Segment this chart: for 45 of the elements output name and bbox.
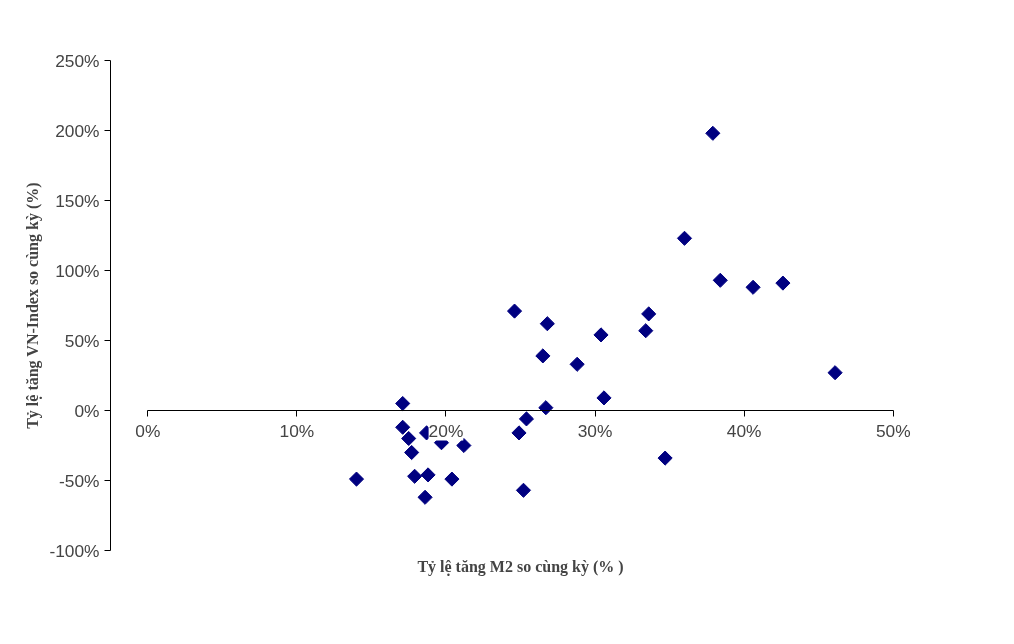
- y-tick-label: 0%: [74, 400, 100, 421]
- y-tick-label: 50%: [64, 330, 100, 351]
- point: [569, 356, 585, 372]
- point: [745, 279, 761, 295]
- point: [827, 365, 843, 381]
- point: [401, 430, 417, 447]
- point: [395, 419, 411, 435]
- point: [638, 323, 654, 339]
- point: [404, 444, 420, 461]
- point: [348, 471, 365, 487]
- point: [705, 125, 721, 141]
- y-tick-label: 250%: [55, 50, 100, 71]
- point: [407, 468, 423, 484]
- y-axis-title: Tỷ lệ tăng VN-Index so cùng kỳ (%): [24, 182, 43, 429]
- point: [511, 425, 527, 441]
- y-tick-label: 100%: [55, 260, 100, 281]
- point: [539, 316, 555, 332]
- point: [596, 390, 612, 406]
- point: [593, 327, 609, 343]
- x-axis-title: Tỷ lệ tăng M2 so cùng kỳ (% ): [417, 557, 624, 576]
- x-tick-label: 20%: [428, 420, 464, 441]
- x-tick-label: 0%: [135, 420, 161, 441]
- x-tick-label: 10%: [279, 420, 315, 441]
- x-tick-label: 50%: [875, 420, 911, 441]
- y-tick-label: 150%: [55, 190, 100, 211]
- point: [657, 450, 673, 466]
- point: [444, 471, 460, 487]
- point: [775, 275, 791, 291]
- point: [420, 467, 436, 483]
- y-tick-label: -50%: [59, 470, 100, 491]
- point: [535, 348, 551, 364]
- y-tick-label: -100%: [49, 540, 100, 561]
- point: [515, 482, 532, 498]
- point: [456, 437, 472, 454]
- point: [676, 230, 693, 246]
- point: [641, 306, 657, 322]
- x-tick-label: 40%: [726, 420, 762, 441]
- point: [712, 272, 728, 288]
- x-tick-label: 30%: [577, 420, 613, 441]
- point: [395, 395, 411, 412]
- y-tick-label: 200%: [55, 120, 100, 141]
- point: [518, 411, 535, 427]
- point: [506, 303, 523, 319]
- point: [417, 489, 433, 505]
- point: [538, 400, 554, 416]
